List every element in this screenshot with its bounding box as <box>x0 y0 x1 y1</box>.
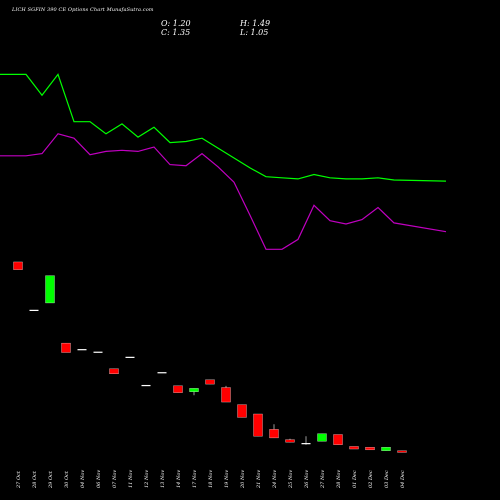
x-tick-label: 28 Nov <box>336 470 342 489</box>
candle-14 <box>221 385 231 403</box>
x-tick-label: 02 Dec <box>368 470 374 488</box>
x-tick-label: 27 Oct <box>16 470 22 489</box>
candle-9 <box>141 384 151 387</box>
x-tick-label: 13 Nov <box>160 470 166 488</box>
candle-6 <box>93 351 103 353</box>
x-tick-label: 04 Dec <box>400 470 406 488</box>
candle-body <box>269 429 279 439</box>
candle-body <box>13 261 23 270</box>
x-tick-label: 26 Nov <box>304 470 310 489</box>
candle-body <box>61 342 71 353</box>
high-value: H: 1.49 <box>240 19 271 28</box>
x-tick-label: 28 Oct <box>32 470 38 489</box>
x-tick-label: 25 Nov <box>288 470 294 489</box>
x-tick-label: 21 Nov <box>256 470 262 489</box>
candle-body <box>253 413 263 437</box>
x-tick-label: 06 Nov <box>96 470 102 488</box>
candle-16 <box>253 413 263 437</box>
moving-average-lines <box>0 73 447 250</box>
candle-12 <box>189 388 199 396</box>
x-tick-label: 19 Nov <box>224 470 230 488</box>
candle-body <box>349 446 359 450</box>
ma-line-2 <box>0 133 447 250</box>
close-value: C: 1.35 <box>161 28 191 37</box>
x-tick-label: 04 Nov <box>80 470 86 488</box>
candle-body <box>397 450 407 453</box>
x-tick-label: 29 Oct <box>48 470 54 489</box>
candle-11 <box>173 385 183 393</box>
open-value: O: 1.20 <box>161 19 191 28</box>
candle-3 <box>45 275 55 304</box>
x-tick-label: 01 Dec <box>352 470 358 488</box>
candle-body <box>237 404 247 418</box>
candle-7 <box>109 368 119 375</box>
candle-5 <box>77 349 87 351</box>
x-tick-label: 11 Nov <box>128 470 134 488</box>
candle-body <box>93 351 103 353</box>
x-tick-label: 30 Oct <box>64 470 70 488</box>
candle-25 <box>397 450 407 453</box>
candle-body <box>221 387 231 403</box>
candle-15 <box>237 404 247 418</box>
candle-21 <box>333 434 343 445</box>
candle-20 <box>317 433 327 442</box>
x-axis: 27 Oct 28 Oct 29 Oct 30 Oct 04 Nov 06 Nov 07 N… <box>16 470 406 489</box>
x-tick-label: 07 Nov <box>112 470 118 488</box>
candle-body <box>189 388 199 392</box>
candle-8 <box>125 356 135 358</box>
x-tick-label: 03 Dec <box>384 470 390 488</box>
candle-body <box>381 447 391 451</box>
candle-body <box>285 439 295 443</box>
candle-23 <box>365 447 375 451</box>
candle-body <box>317 433 327 442</box>
candle-2 <box>29 309 39 311</box>
x-tick-label: 12 Nov <box>144 470 150 488</box>
x-tick-label: 20 Nov <box>240 470 246 489</box>
candle-body <box>333 434 343 445</box>
candle-body <box>29 309 39 311</box>
candle-body <box>301 443 311 445</box>
candle-17 <box>269 424 279 439</box>
candles <box>13 261 407 453</box>
candle-body <box>125 356 135 358</box>
candle-18 <box>285 438 295 443</box>
ma-line-1 <box>0 73 447 182</box>
candle-body <box>365 447 375 451</box>
candle-body <box>77 349 87 351</box>
candle-body <box>45 275 55 304</box>
candle-body <box>157 372 167 374</box>
candle-4 <box>61 342 71 353</box>
x-tick-label: 24 Nov <box>272 470 278 489</box>
x-tick-label: 17 Nov <box>192 470 198 488</box>
candle-body <box>109 368 119 375</box>
candle-13 <box>205 379 215 385</box>
candle-1 <box>13 261 23 270</box>
candle-24 <box>381 447 391 451</box>
low-value: L: 1.05 <box>240 28 269 37</box>
x-tick-label: 14 Nov <box>176 470 182 488</box>
candle-body <box>173 385 183 393</box>
candle-body <box>141 384 151 387</box>
candle-body <box>205 379 215 385</box>
candle-22 <box>349 446 359 450</box>
chart-title: LICH SGFIN 390 CE Options Chart MunafaSu… <box>12 7 154 13</box>
candle-19 <box>301 436 311 445</box>
x-tick-label: 27 Nov <box>320 470 326 489</box>
x-tick-label: 18 Nov <box>208 470 214 488</box>
candle-10 <box>157 372 167 374</box>
